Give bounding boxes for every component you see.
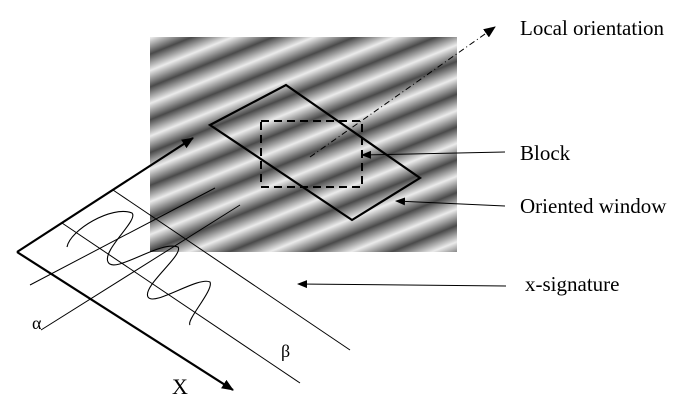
oriented-window-leader-line <box>395 197 506 207</box>
projection-line-3 <box>29 187 216 286</box>
x-axis-label: X <box>172 374 188 399</box>
oriented-window-outline <box>207 83 423 222</box>
oriented-window-label: Oriented window <box>520 194 667 218</box>
x-signature-leader-line <box>297 280 507 289</box>
block-label: Block <box>520 141 571 165</box>
stripe-texture-image <box>150 37 457 252</box>
projection-line-4 <box>40 204 241 331</box>
alpha-label: α <box>32 313 42 333</box>
x-signature-label: x-signature <box>525 272 619 296</box>
x-axis-arrow <box>16 251 234 391</box>
alpha-axis-arrow <box>16 137 194 253</box>
local-orientation-label: Local orientation <box>520 16 665 40</box>
beta-label: β <box>281 341 290 361</box>
x-signature-curve <box>66 210 211 326</box>
block-leader-line <box>361 150 506 159</box>
local-orientation-arrow <box>309 26 496 158</box>
projection-line-2 <box>61 222 301 384</box>
projection-line-1 <box>112 189 351 351</box>
